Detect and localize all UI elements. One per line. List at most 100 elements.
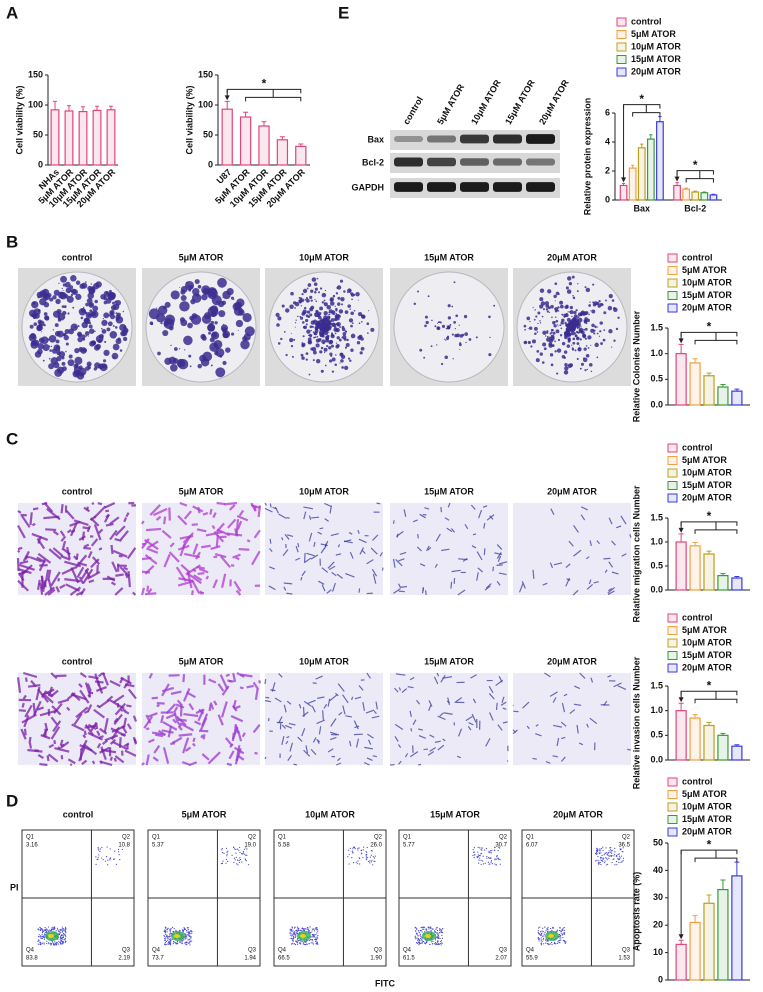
colony bbox=[295, 302, 300, 307]
quadrant-value: 2.07 bbox=[495, 956, 507, 962]
colony bbox=[568, 363, 573, 368]
cell-stroke bbox=[533, 570, 534, 579]
event bbox=[246, 855, 247, 856]
event bbox=[565, 943, 566, 944]
colony bbox=[336, 343, 337, 344]
cell-stroke bbox=[45, 529, 56, 530]
colony bbox=[556, 320, 559, 323]
colony bbox=[65, 282, 71, 288]
legend-swatch bbox=[668, 469, 677, 477]
colony bbox=[47, 339, 49, 341]
colony bbox=[71, 294, 73, 296]
event bbox=[599, 853, 600, 854]
colony bbox=[89, 309, 92, 312]
cell-stroke bbox=[210, 509, 211, 515]
colony bbox=[236, 320, 243, 327]
y-tick-label: 0.0 bbox=[650, 584, 663, 594]
event bbox=[415, 938, 416, 939]
colony bbox=[304, 307, 306, 309]
event bbox=[416, 942, 417, 943]
colony bbox=[39, 338, 44, 343]
colony bbox=[72, 307, 74, 309]
colony bbox=[316, 339, 320, 343]
event bbox=[170, 936, 171, 937]
colony bbox=[310, 330, 312, 332]
event bbox=[437, 944, 438, 945]
cell-stroke bbox=[418, 534, 419, 538]
colony bbox=[537, 331, 539, 333]
cell-stroke bbox=[201, 546, 211, 547]
colony bbox=[325, 339, 329, 343]
event bbox=[420, 934, 421, 935]
colony bbox=[102, 329, 107, 334]
event bbox=[56, 943, 57, 944]
colony bbox=[581, 326, 582, 327]
colony bbox=[201, 358, 209, 366]
colony bbox=[566, 373, 567, 374]
colony bbox=[179, 301, 189, 311]
event bbox=[539, 940, 540, 941]
event bbox=[541, 933, 542, 934]
colony bbox=[88, 366, 91, 369]
event bbox=[352, 852, 353, 853]
colony bbox=[301, 344, 304, 347]
bar bbox=[718, 735, 728, 760]
event bbox=[366, 856, 367, 857]
event bbox=[110, 857, 111, 858]
event bbox=[311, 942, 312, 943]
colony bbox=[101, 320, 107, 326]
event bbox=[361, 850, 362, 851]
colony bbox=[577, 290, 579, 292]
colony bbox=[337, 297, 340, 300]
legend-label: 10μM ATOR bbox=[682, 801, 732, 811]
colony bbox=[150, 321, 154, 325]
colony bbox=[56, 340, 60, 344]
event bbox=[309, 932, 310, 933]
colony bbox=[445, 339, 446, 340]
event bbox=[316, 943, 317, 944]
colony bbox=[580, 329, 582, 331]
event bbox=[38, 940, 39, 941]
cell-stroke bbox=[484, 548, 485, 555]
colony bbox=[341, 355, 345, 359]
event bbox=[165, 937, 166, 938]
event bbox=[499, 859, 500, 860]
colony bbox=[366, 322, 369, 325]
event bbox=[312, 936, 313, 937]
colony bbox=[245, 326, 255, 336]
event bbox=[418, 938, 419, 939]
event bbox=[618, 859, 619, 860]
event bbox=[187, 932, 188, 933]
event bbox=[474, 857, 475, 858]
event bbox=[316, 939, 317, 940]
cell-stroke bbox=[240, 687, 243, 688]
colony bbox=[62, 366, 67, 371]
event bbox=[611, 862, 612, 863]
event bbox=[176, 943, 177, 944]
colony bbox=[566, 328, 567, 329]
legend-swatch bbox=[668, 828, 677, 836]
bar bbox=[676, 711, 686, 760]
event bbox=[623, 860, 624, 861]
event bbox=[166, 944, 167, 945]
event bbox=[181, 943, 182, 944]
colony bbox=[324, 317, 329, 322]
event bbox=[371, 850, 372, 851]
event bbox=[488, 862, 489, 863]
colony bbox=[307, 310, 310, 313]
arrow-head bbox=[679, 697, 684, 702]
colony bbox=[64, 294, 68, 298]
event bbox=[103, 859, 104, 860]
colony bbox=[76, 280, 80, 284]
colony bbox=[613, 307, 616, 310]
quadrant-value: 19.0 bbox=[244, 843, 256, 849]
cell-stroke bbox=[23, 703, 24, 707]
colony bbox=[574, 332, 576, 334]
colony bbox=[570, 325, 571, 326]
event bbox=[613, 855, 614, 856]
event bbox=[605, 857, 606, 858]
colony bbox=[553, 324, 556, 327]
colony bbox=[103, 359, 106, 362]
event bbox=[488, 851, 489, 852]
colony bbox=[571, 345, 572, 346]
